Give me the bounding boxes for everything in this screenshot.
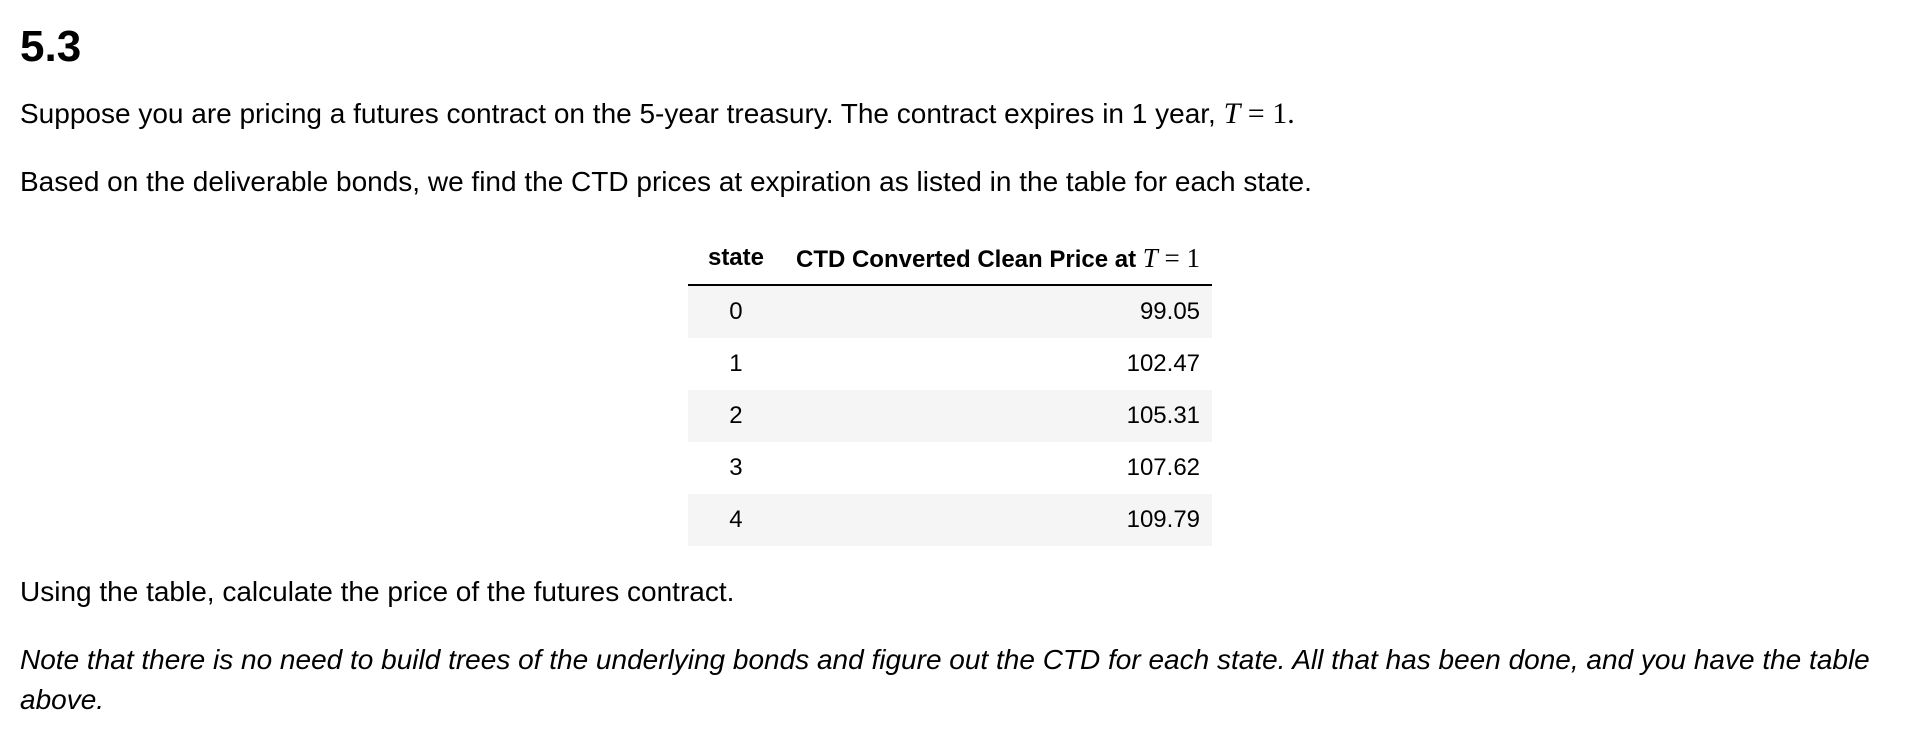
expiry-value: = 1 <box>1240 97 1288 130</box>
header-price-value: = 1 <box>1157 242 1201 273</box>
price-cell: 107.62 <box>1126 454 1201 481</box>
table-row: 0 99.05 <box>687 285 1213 338</box>
state-cell: 2 <box>687 390 784 442</box>
intro-text: Suppose you are pricing a futures contra… <box>20 98 1224 129</box>
table-intro-paragraph: Based on the deliverable bonds, we find … <box>20 166 1312 197</box>
state-cell: 0 <box>687 285 784 338</box>
state-cell: 1 <box>729 350 743 377</box>
state-cell: 3 <box>729 454 743 481</box>
header-price-text: CTD Converted Clean Price at <box>795 245 1143 273</box>
expiry-period: . <box>1287 97 1295 130</box>
header-price-equation: T = 1 <box>1143 243 1200 273</box>
intro-paragraph: Suppose you are pricing a futures contra… <box>20 94 1892 134</box>
header-price: CTD Converted Clean Price at T = 1 <box>783 232 1213 286</box>
header-price-variable: T <box>1142 242 1158 273</box>
price-cell: 105.31 <box>783 390 1213 442</box>
table-row: 4 109.79 <box>687 494 1213 546</box>
notebook-cell: 5.3 Suppose you are pricing a futures co… <box>20 0 1892 720</box>
question-paragraph: Using the table, calculate the price of … <box>20 576 735 607</box>
table-row: 3 107.62 <box>688 442 1212 494</box>
table-header-row: state CTD Converted Clean Price at T = 1 <box>687 232 1213 286</box>
table-row: 1 102.47 <box>688 338 1212 390</box>
expiry-variable: T <box>1223 97 1241 130</box>
price-cell: 102.47 <box>1126 350 1201 377</box>
expiry-equation: T = 1. <box>1224 97 1295 130</box>
state-cell: 4 <box>687 494 784 546</box>
section-heading: 5.3 <box>20 22 82 71</box>
price-cell: 109.79 <box>783 494 1213 546</box>
ctd-price-table: state CTD Converted Clean Price at T = 1… <box>687 232 1213 546</box>
note-paragraph: Note that there is no need to build tree… <box>20 644 1870 715</box>
header-state: state <box>687 232 784 286</box>
table-container: state CTD Converted Clean Price at T = 1… <box>20 232 1892 546</box>
price-cell: 99.05 <box>783 285 1213 338</box>
table-row: 2 105.31 <box>687 390 1213 442</box>
